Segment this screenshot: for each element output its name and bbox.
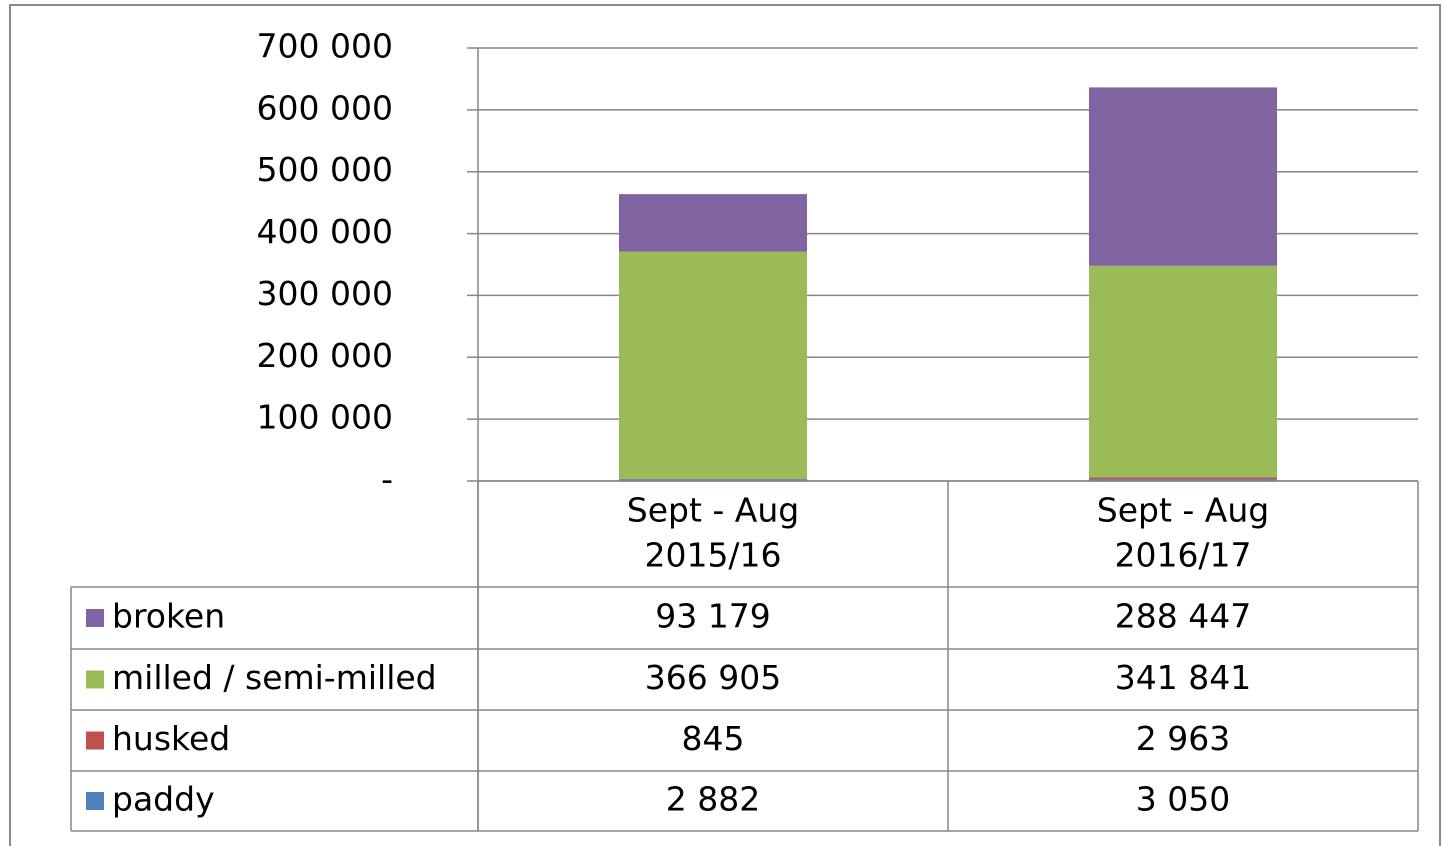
bar-segment <box>619 194 807 252</box>
y-tick-label: 100 000 <box>257 398 393 437</box>
frame <box>9 4 1441 846</box>
bar-segment <box>1089 87 1277 266</box>
x-tick-label: Sept - Aug 2016/17 <box>1097 490 1269 574</box>
table-value: 845 <box>682 719 745 758</box>
bar-segment <box>1089 477 1277 480</box>
y-tick-label: 700 000 <box>257 27 393 66</box>
legend-swatch <box>86 731 104 750</box>
legend-swatch <box>86 792 104 810</box>
y-tick-label: 500 000 <box>257 150 393 189</box>
x-tick-label: Sept - Aug 2015/16 <box>627 490 799 574</box>
y-tick-label: 400 000 <box>257 212 393 251</box>
table-value: 93 179 <box>655 597 770 636</box>
bar-segment <box>1089 265 1277 478</box>
legend-label: paddy <box>112 780 215 819</box>
legend-label: milled / semi-milled <box>112 658 437 697</box>
bar-segment <box>619 251 807 479</box>
y-tick-label: 200 000 <box>257 336 393 375</box>
y-tick-label: 600 000 <box>257 88 393 127</box>
table-value: 3 050 <box>1136 780 1230 819</box>
legend-swatch <box>86 670 104 689</box>
table-value: 366 905 <box>645 658 781 697</box>
legend-label: husked <box>112 719 230 758</box>
table-value: 288 447 <box>1115 597 1251 636</box>
y-tick-label: 300 000 <box>257 274 393 313</box>
bar-segment <box>1089 479 1277 481</box>
table-value: 2 963 <box>1136 719 1230 758</box>
bar-segment <box>619 479 807 481</box>
legend-label: broken <box>112 597 225 636</box>
table-value: 341 841 <box>1115 658 1251 697</box>
legend-swatch <box>86 609 104 627</box>
bar-segment <box>619 478 807 480</box>
table-value: 2 882 <box>666 780 760 819</box>
y-tick-label: - <box>381 460 393 499</box>
